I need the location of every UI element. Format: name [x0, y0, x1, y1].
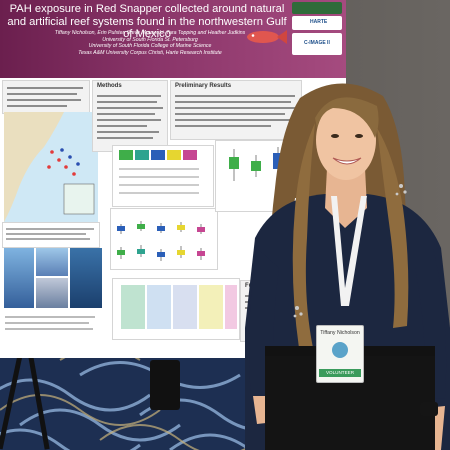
reef-photo-1 [4, 248, 34, 308]
text-line [5, 322, 89, 324]
boxplot-panel-1 [110, 208, 218, 270]
shirt-embroidery [293, 184, 407, 318]
table-header-cell [167, 150, 181, 160]
affiliation-3: Texas A&M University Corpus Christi, Har… [78, 49, 222, 56]
poster-banner: PAH exposure in Red Snapper collected ar… [0, 0, 346, 78]
reef-photo-2 [36, 248, 68, 276]
poster-authors: Tiffany Nicholson, Erin Pulster, Steve M… [30, 30, 270, 56]
c-image-logo-text: C-IMAGE II [304, 40, 330, 46]
text-line [175, 113, 285, 115]
reef-photo-4 [70, 248, 102, 308]
text-line [97, 113, 155, 115]
bottom-left-text [2, 310, 102, 350]
text-line [5, 328, 93, 330]
text-line [119, 168, 199, 170]
hair-left-strand [292, 123, 315, 348]
pastel-panel [121, 285, 145, 329]
results-section: Preliminary Results [170, 80, 302, 140]
methods-section: Methods [92, 80, 168, 152]
reef-photo-3 [36, 278, 68, 308]
harte-logo-text: HARTE [310, 19, 328, 25]
methods-heading: Methods [97, 83, 122, 89]
text-line [119, 176, 199, 178]
text-line [175, 107, 297, 109]
logo-c-image: C-IMAGE II [292, 33, 342, 55]
smile [332, 157, 362, 165]
table-header-cell [151, 150, 165, 160]
boxplot-graphic [117, 221, 205, 261]
text-line [97, 95, 161, 97]
text-line [97, 131, 159, 133]
badge-name: Tiffany Nicholson [320, 330, 360, 336]
right-arm [415, 248, 447, 400]
text-line [6, 228, 94, 230]
text-line [5, 316, 95, 318]
logo-usf [292, 2, 342, 14]
text-line [175, 125, 271, 127]
badge-role: VOLUNTEER [319, 369, 361, 377]
face [316, 100, 376, 180]
text-line [6, 238, 90, 240]
left-eye [331, 134, 339, 138]
affiliation-2: University of South Florida College of M… [88, 43, 212, 50]
pastel-panel [225, 285, 237, 329]
right-eye [355, 134, 363, 138]
boxplot-panel-2 [112, 278, 240, 340]
results-heading: Preliminary Results [175, 83, 232, 89]
presenter-person [245, 83, 450, 450]
wristwatch [420, 402, 438, 416]
easel-leg-back [150, 360, 180, 410]
text-line [175, 101, 291, 103]
map-caption [2, 222, 100, 248]
name-badge: Tiffany Nicholson VOLUNTEER [316, 325, 364, 383]
gulf-map-graphic [4, 112, 98, 222]
text-line [7, 105, 67, 107]
study-area-map [4, 112, 98, 222]
intro-section [2, 80, 90, 114]
badge-logo [332, 342, 348, 358]
text-line [175, 95, 295, 97]
logo-harte: HARTE [292, 16, 342, 30]
text-line [97, 137, 153, 139]
text-line [119, 192, 199, 194]
text-line [175, 119, 293, 121]
table-section [112, 145, 214, 207]
text-line [7, 93, 77, 95]
authors-line: Tiffany Nicholson, Erin Pulster, Steve M… [54, 30, 246, 36]
text-line [97, 125, 147, 127]
table-header-cell [183, 150, 197, 160]
hair-right-strand [377, 128, 409, 328]
hair-front [315, 97, 379, 138]
pastel-panel [147, 285, 171, 329]
text-line [97, 107, 163, 109]
pastel-panel [199, 285, 223, 329]
red-snapper-icon [247, 30, 287, 44]
text-line [6, 233, 86, 235]
table-header-cell [135, 150, 149, 160]
text-line [7, 99, 81, 101]
text-line [97, 101, 157, 103]
text-line [97, 119, 161, 121]
lanyard [331, 196, 367, 306]
text-line [119, 184, 199, 186]
pastel-panel [173, 285, 197, 329]
text-line [7, 87, 83, 89]
poster-title: PAH exposure in Red Snapper collected ar… [7, 3, 287, 40]
affiliation-1: University of South Florida St. Petersbu… [102, 36, 198, 43]
table-header-cell [119, 150, 133, 160]
